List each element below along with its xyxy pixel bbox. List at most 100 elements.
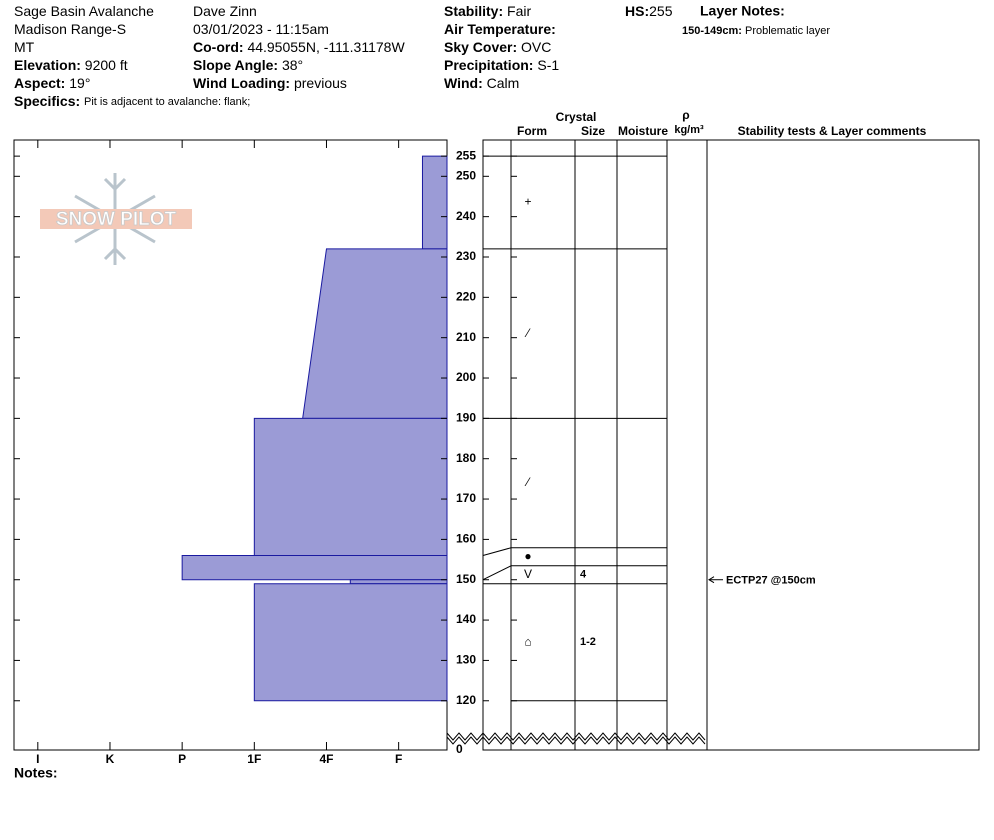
field-label: HS:: [625, 3, 649, 19]
field-value: 38°: [282, 57, 303, 73]
crystal-form: V: [524, 567, 532, 581]
layer-table-frame: [482, 139, 980, 751]
header-field: Air Temperature:: [444, 21, 556, 37]
col-crystal: Crystal: [556, 110, 597, 124]
crystal-form: ⁄: [524, 475, 531, 489]
col-form: Form: [517, 124, 547, 138]
hardness-label: F: [395, 752, 402, 766]
field-label: Stability:: [444, 3, 503, 19]
field-value: 03/01/2023 - 11:15am: [193, 21, 329, 37]
col-size: Size: [581, 124, 605, 138]
header-field: Precipitation: S-1: [444, 57, 559, 73]
field-label: Slope Angle:: [193, 57, 278, 73]
header-field: Wind Loading: previous: [193, 75, 347, 91]
header-field: Dave Zinn: [193, 3, 257, 19]
hardness-layer: [181, 555, 448, 581]
depth-label: 240: [456, 209, 476, 223]
depth-label: 130: [456, 653, 476, 667]
field-value: 255: [649, 3, 673, 19]
header-field: Elevation: 9200 ft: [14, 57, 128, 73]
axis-break: [446, 736, 706, 745]
field-label: Aspect:: [14, 75, 65, 91]
depth-label: 190: [456, 411, 476, 425]
col-moisture: Moisture: [618, 124, 668, 138]
col-tests: Stability tests & Layer comments: [738, 124, 927, 138]
crystal-form: ⌂: [524, 634, 531, 648]
hardness-layer: [421, 155, 448, 250]
field-label: Specifics:: [14, 93, 80, 109]
col-rho: ρ: [682, 108, 689, 122]
depth-label: 170: [456, 491, 476, 505]
field-value: Calm: [487, 75, 520, 91]
hardness-layer: [349, 579, 448, 585]
test-label: ECTP27 @150cm: [726, 575, 816, 587]
field-label: Elevation:: [14, 57, 81, 73]
field-value: Problematic layer: [745, 25, 830, 37]
hardness-label: 1F: [247, 752, 261, 766]
field-value: Sage Basin Avalanche: [14, 3, 154, 19]
field-value: MT: [14, 39, 35, 55]
hardness-label: K: [106, 752, 115, 766]
logo-band: [40, 209, 192, 229]
field-label: Co-ord:: [193, 39, 244, 55]
depth-label: 0: [456, 742, 463, 756]
field-value: previous: [294, 75, 347, 91]
notes-label: Notes:: [14, 765, 58, 781]
hardness-label: I: [36, 752, 39, 766]
field-label: Wind Loading:: [193, 75, 290, 91]
crystal-form: ●: [524, 549, 531, 563]
field-value: Fair: [507, 3, 531, 19]
field-label: Air Temperature:: [444, 21, 556, 37]
header-field: Sky Cover: OVC: [444, 39, 551, 55]
crystal-form: +: [524, 195, 531, 209]
field-label: Sky Cover:: [444, 39, 517, 55]
depth-label: 180: [456, 451, 476, 465]
hardness-label: P: [178, 752, 186, 766]
depth-label: 150: [456, 572, 476, 586]
test-arrowhead: [708, 576, 715, 584]
field-label: Precipitation:: [444, 57, 533, 73]
layer-connector: [482, 547, 512, 557]
depth-label: 250: [456, 168, 476, 182]
field-value: 44.95055N, -111.31178W: [247, 39, 405, 55]
field-value: 19°: [69, 75, 90, 91]
depth-label: 140: [456, 612, 476, 626]
axis-break: [446, 732, 706, 741]
hs-field: HS:255: [625, 3, 673, 19]
header-field: MT: [14, 39, 35, 55]
header-field: Slope Angle: 38°: [193, 57, 303, 73]
field-value: Madison Range-S: [14, 21, 126, 37]
col-density-unit: kg/m³: [674, 124, 704, 136]
logo-text: SNOW PILOT: [56, 209, 177, 230]
layer-connector: [482, 565, 512, 581]
field-value: OVC: [521, 39, 551, 55]
hardness-layer: [253, 417, 448, 557]
header-field: Aspect: 19°: [14, 75, 90, 91]
crystal-form: ⁄: [524, 326, 531, 340]
field-value: S-1: [537, 57, 559, 73]
hardness-label: 4F: [319, 752, 333, 766]
depth-label: 210: [456, 330, 476, 344]
field-value: Dave Zinn: [193, 3, 257, 19]
field-value: 9200 ft: [85, 57, 128, 73]
crystal-size: 1-2: [580, 636, 596, 648]
header-field: Wind: Calm: [444, 75, 519, 91]
crystal-size: 4: [580, 569, 587, 581]
header-field: Madison Range-S: [14, 21, 126, 37]
field-label: Wind:: [444, 75, 483, 91]
specifics: Specifics: Pit is adjacent to avalanche:…: [14, 93, 250, 109]
depth-label: 120: [456, 693, 476, 707]
depth-label: 230: [456, 249, 476, 263]
header-field: Co-ord: 44.95055N, -111.31178W: [193, 39, 405, 55]
field-value: Pit is adjacent to avalanche: flank;: [84, 96, 250, 108]
hardness-layer: [253, 583, 448, 702]
header-field: Sage Basin Avalanche: [14, 3, 154, 19]
depth-label: 220: [456, 290, 476, 304]
layer-note: 150-149cm: Problematic layer: [682, 25, 830, 37]
header-field: Stability: Fair: [444, 3, 531, 19]
depth-label: 160: [456, 532, 476, 546]
layer-notes-label: Layer Notes:: [700, 3, 785, 19]
header-field: 03/01/2023 - 11:15am: [193, 21, 329, 37]
